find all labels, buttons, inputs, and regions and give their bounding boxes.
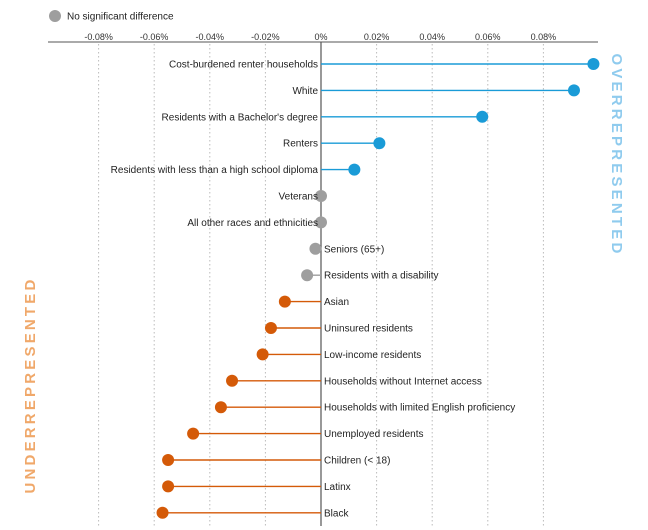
lollipop-dot: [226, 374, 239, 387]
x-tick-label: 0.06%: [475, 32, 501, 42]
category-label: Children (< 18): [324, 456, 390, 467]
category-label: Residents with less than a high school d…: [111, 165, 319, 176]
lollipop-row: Residents with a Bachelor's degree: [162, 110, 489, 123]
x-tick-label: 0.02%: [364, 32, 390, 42]
lollipop-row: White: [292, 84, 580, 97]
category-label: Households with limited English proficie…: [324, 403, 515, 414]
category-label: Asian: [324, 297, 349, 308]
category-label: Residents with a disability: [324, 271, 439, 282]
lollipop-row: Low-income residents: [256, 348, 421, 361]
category-label: Unemployed residents: [324, 429, 424, 440]
lollipop-row: Uninsured residents: [264, 322, 413, 335]
category-label: Latinx: [324, 482, 351, 493]
x-tick-label: -0.08%: [84, 32, 113, 42]
lollipop-dot: [278, 295, 291, 308]
lollipop-dot: [301, 269, 314, 282]
category-label: Veterans: [279, 192, 318, 203]
x-tick-label: -0.04%: [196, 32, 225, 42]
category-label: Renters: [283, 139, 318, 150]
category-label: Black: [324, 508, 349, 519]
lollipop-row: Households without Internet access: [226, 374, 482, 387]
lollipop-row: Asian: [278, 295, 349, 308]
lollipop-dot: [156, 506, 169, 519]
lollipop-dot: [264, 322, 277, 334]
lollipop-row: Unemployed residents: [187, 427, 424, 440]
x-tick-label: 0.04%: [419, 32, 445, 42]
category-label: Cost-burdened renter households: [169, 60, 318, 71]
category-label: Seniors (65+): [324, 244, 384, 255]
lollipop-row: Latinx: [162, 480, 351, 493]
lollipop-dot: [256, 348, 269, 361]
x-tick-label: -0.02%: [251, 32, 280, 42]
lollipop-row: Veterans: [279, 190, 327, 203]
lollipop-dot: [587, 58, 600, 70]
category-label: All other races and ethnicities: [187, 218, 318, 229]
lollipop-row: All other races and ethnicities: [187, 216, 327, 229]
lollipop-dot: [315, 190, 327, 202]
lollipop-row: Households with limited English proficie…: [214, 401, 515, 414]
lollipop-dot: [162, 480, 175, 493]
lollipop-row: Renters: [283, 137, 386, 150]
side-label-overrepresented: OVERREPRESENTED: [608, 53, 625, 256]
lollipop-dot: [348, 163, 361, 176]
side-label-underrepresented: UNDERREPRESENTED: [22, 276, 39, 493]
lollipop-dot: [187, 427, 200, 440]
x-tick-label: 0.08%: [531, 32, 557, 42]
lollipop-row: Residents with a disability: [301, 269, 439, 282]
x-tick-label: -0.06%: [140, 32, 169, 42]
x-tick-label: 0%: [314, 32, 327, 42]
category-label: Low-income residents: [324, 350, 421, 361]
legend-swatch-neutral: [49, 10, 61, 22]
lollipop-dot: [214, 401, 227, 414]
lollipop-row: Black: [156, 506, 349, 519]
lollipop-dot: [373, 137, 386, 150]
lollipop-dot: [309, 242, 322, 255]
category-label: Households without Internet access: [324, 376, 482, 387]
lollipop-row: Cost-burdened renter households: [169, 58, 600, 71]
legend-label: No significant difference: [67, 12, 174, 23]
grid: [98, 44, 544, 526]
lollipop-row: Seniors (65+): [309, 242, 384, 255]
category-label: White: [292, 86, 318, 97]
lollipop-row: Residents with less than a high school d…: [111, 163, 361, 176]
lollipop-dot: [315, 216, 327, 229]
lollipop-dot: [567, 84, 580, 97]
legend: No significant difference: [49, 10, 174, 23]
lollipop-row: Children (< 18): [162, 454, 390, 467]
lollipop-dot: [476, 110, 489, 123]
x-axis: -0.08% -0.06% -0.04% -0.02% 0% 0.02% 0.04% 0.06…: [48, 32, 598, 526]
category-label: Uninsured residents: [324, 324, 413, 335]
lollipop-dot: [162, 454, 175, 466]
data-marks: Cost-burdened renter households White Resi…: [111, 58, 600, 519]
category-label: Residents with a Bachelor's degree: [162, 112, 319, 123]
